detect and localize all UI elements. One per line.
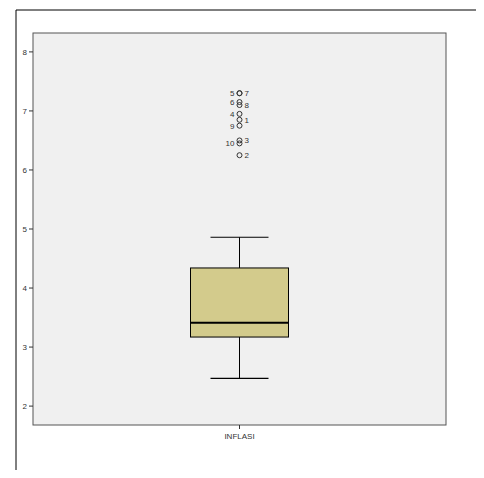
y-tick (29, 288, 33, 289)
outlier-label: 8 (245, 101, 250, 110)
y-tick (29, 347, 33, 348)
outlier-label: 6 (230, 98, 235, 107)
y-tick-label: 5 (23, 225, 28, 234)
outlier-label: 3 (245, 136, 250, 145)
outlier (237, 103, 242, 108)
outlier (237, 123, 242, 128)
outlier (237, 117, 242, 122)
y-tick-label: 4 (23, 284, 28, 293)
marks (191, 91, 289, 379)
y-tick-label: 6 (23, 166, 28, 175)
y-tick (29, 406, 33, 407)
x-tick (239, 425, 240, 429)
y-tick-label: 3 (23, 343, 28, 352)
y-tick-label: 2 (23, 402, 28, 411)
outlier (237, 153, 242, 158)
upper-whisker (239, 237, 240, 268)
outer-frame (16, 10, 17, 470)
min-cap (211, 378, 269, 379)
plot-area (33, 33, 446, 425)
outlier-label: 10 (226, 139, 235, 148)
outlier-label: 4 (230, 110, 235, 119)
median (191, 322, 289, 324)
outlier-label: 2 (245, 151, 250, 160)
outlier-label: 1 (245, 116, 250, 125)
y-tick-label: 7 (23, 107, 28, 116)
box (191, 268, 289, 337)
lower-whisker (239, 337, 240, 378)
y-tick (29, 169, 33, 170)
category-label: INFLASI (224, 432, 254, 441)
outlier (237, 141, 242, 146)
outlier (237, 111, 242, 116)
outlier-label: 9 (230, 122, 235, 131)
y-tick (29, 229, 33, 230)
outlier-label: 7 (245, 89, 250, 98)
outer-frame (16, 10, 476, 11)
y-tick-label: 8 (23, 48, 28, 57)
outlier-label: 5 (230, 89, 235, 98)
y-tick (29, 110, 33, 111)
outlier (237, 91, 242, 96)
y-tick (29, 51, 33, 52)
max-cap (211, 237, 269, 238)
outlier (237, 91, 242, 96)
outlier-labels: 5 7 6 8 4 1 9 3 10 2 (226, 89, 250, 160)
